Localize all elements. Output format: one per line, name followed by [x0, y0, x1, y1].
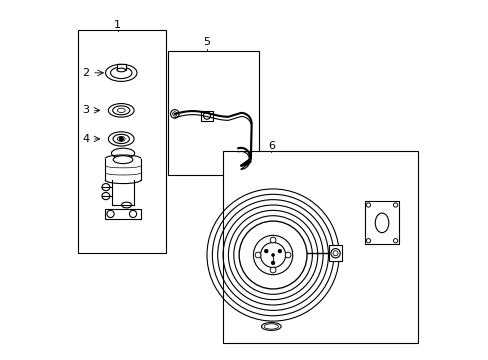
- Circle shape: [264, 249, 267, 253]
- Circle shape: [203, 112, 210, 119]
- Circle shape: [239, 164, 242, 167]
- Bar: [117, 64, 125, 70]
- Circle shape: [237, 162, 244, 169]
- Circle shape: [170, 110, 179, 118]
- Ellipse shape: [117, 108, 125, 112]
- Ellipse shape: [113, 134, 129, 144]
- Bar: [105, 208, 141, 219]
- Ellipse shape: [117, 136, 125, 141]
- Ellipse shape: [110, 67, 132, 78]
- Ellipse shape: [264, 324, 278, 329]
- Ellipse shape: [108, 104, 134, 117]
- Ellipse shape: [113, 156, 133, 163]
- Circle shape: [172, 112, 177, 116]
- Circle shape: [271, 253, 274, 256]
- Circle shape: [330, 249, 340, 258]
- Ellipse shape: [102, 184, 110, 191]
- Ellipse shape: [102, 193, 110, 200]
- Bar: [364, 202, 398, 244]
- Circle shape: [332, 251, 337, 256]
- Ellipse shape: [261, 323, 281, 330]
- Ellipse shape: [105, 64, 137, 81]
- Ellipse shape: [111, 148, 134, 158]
- Circle shape: [119, 137, 123, 141]
- Circle shape: [253, 235, 292, 275]
- Text: 4: 4: [82, 134, 89, 144]
- Circle shape: [271, 261, 274, 265]
- Ellipse shape: [374, 213, 388, 233]
- Circle shape: [278, 249, 281, 253]
- Circle shape: [239, 221, 306, 289]
- Circle shape: [129, 210, 136, 217]
- Circle shape: [393, 239, 397, 243]
- Ellipse shape: [122, 202, 131, 208]
- Circle shape: [270, 267, 275, 273]
- Text: 3: 3: [82, 105, 89, 115]
- Ellipse shape: [108, 132, 134, 146]
- Bar: [78, 30, 165, 253]
- Circle shape: [366, 239, 370, 243]
- Bar: [328, 246, 341, 261]
- Text: 2: 2: [82, 68, 89, 78]
- Text: 6: 6: [267, 141, 274, 151]
- Circle shape: [260, 243, 285, 267]
- Bar: [200, 111, 213, 121]
- Circle shape: [255, 252, 261, 258]
- Circle shape: [366, 203, 370, 207]
- Circle shape: [285, 252, 290, 258]
- Circle shape: [107, 210, 114, 217]
- Ellipse shape: [117, 68, 125, 72]
- Text: 5: 5: [203, 37, 210, 48]
- Circle shape: [393, 203, 397, 207]
- Bar: [223, 152, 417, 342]
- Ellipse shape: [112, 106, 130, 115]
- Circle shape: [270, 237, 275, 243]
- Bar: [167, 51, 258, 175]
- Text: 1: 1: [114, 19, 121, 30]
